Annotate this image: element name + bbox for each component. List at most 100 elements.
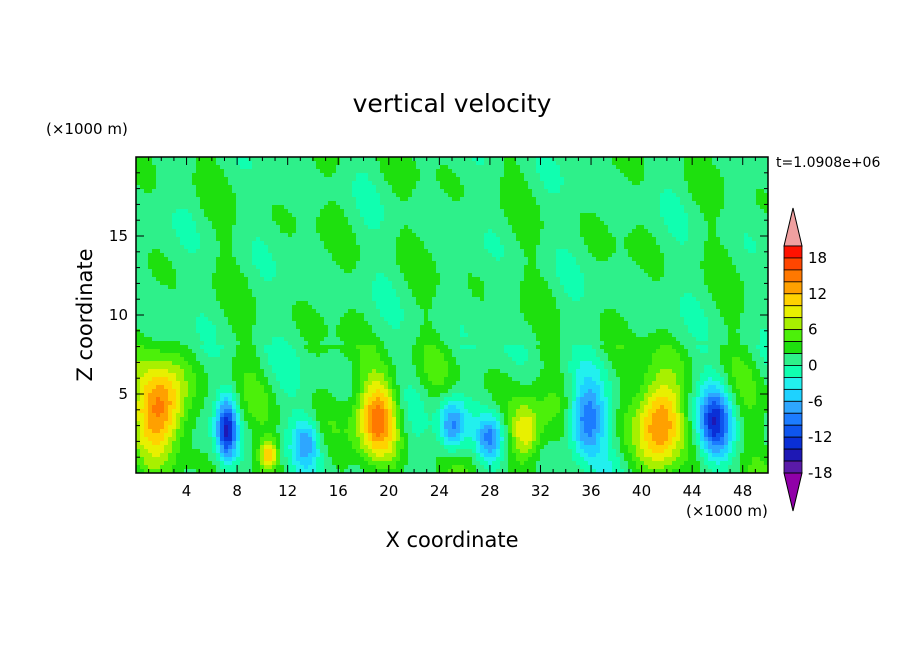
field-cell bbox=[744, 177, 749, 182]
field-cell bbox=[160, 169, 165, 174]
field-cell bbox=[752, 197, 757, 202]
field-cell bbox=[164, 265, 169, 270]
field-cell bbox=[540, 189, 545, 194]
field-cell bbox=[176, 245, 181, 250]
field-cell bbox=[500, 173, 505, 178]
field-cell bbox=[252, 197, 257, 202]
field-cell bbox=[300, 201, 305, 206]
field-cell bbox=[760, 221, 765, 226]
field-cell bbox=[392, 237, 397, 242]
field-cell bbox=[480, 253, 485, 258]
field-cell bbox=[316, 205, 321, 210]
field-cell bbox=[288, 181, 293, 186]
field-cell bbox=[136, 157, 141, 162]
field-cell bbox=[336, 277, 341, 282]
field-cell bbox=[304, 157, 309, 162]
field-cell bbox=[632, 193, 637, 198]
field-cell bbox=[668, 241, 673, 246]
field-cell bbox=[268, 193, 273, 198]
field-cell bbox=[492, 237, 497, 242]
field-cell bbox=[408, 173, 413, 178]
field-cell bbox=[376, 177, 381, 182]
field-cell bbox=[620, 265, 625, 270]
field-cell bbox=[404, 157, 409, 162]
field-cell bbox=[516, 221, 521, 226]
field-cell bbox=[272, 273, 277, 278]
field-cell bbox=[644, 209, 649, 214]
field-cell bbox=[512, 253, 517, 258]
field-cell bbox=[728, 161, 733, 166]
field-cell bbox=[744, 173, 749, 178]
field-cell bbox=[296, 241, 301, 246]
field-cell bbox=[412, 245, 417, 250]
field-cell bbox=[136, 225, 141, 230]
field-cell bbox=[512, 245, 517, 250]
field-cell bbox=[636, 249, 641, 254]
field-cell bbox=[748, 201, 753, 206]
field-cell bbox=[408, 233, 413, 238]
field-cell bbox=[704, 165, 709, 170]
field-cell bbox=[664, 185, 669, 190]
field-cell bbox=[168, 157, 173, 162]
field-cell bbox=[332, 189, 337, 194]
field-cell bbox=[260, 261, 265, 266]
field-cell bbox=[236, 269, 241, 274]
field-cell bbox=[588, 185, 593, 190]
field-cell bbox=[156, 189, 161, 194]
field-cell bbox=[260, 225, 265, 230]
field-cell bbox=[208, 169, 213, 174]
field-cell bbox=[348, 273, 353, 278]
field-cell bbox=[168, 249, 173, 254]
field-cell bbox=[528, 265, 533, 270]
field-cell bbox=[708, 253, 713, 258]
field-cell bbox=[356, 197, 361, 202]
field-cell bbox=[752, 217, 757, 222]
field-cell bbox=[312, 193, 317, 198]
field-cell bbox=[452, 205, 457, 210]
field-cell bbox=[416, 173, 421, 178]
field-cell bbox=[184, 173, 189, 178]
field-cell bbox=[328, 229, 333, 234]
field-cell bbox=[600, 197, 605, 202]
field-cell bbox=[500, 269, 505, 274]
field-cell bbox=[236, 193, 241, 198]
field-cell bbox=[668, 157, 673, 162]
field-cell bbox=[652, 249, 657, 254]
field-cell bbox=[416, 245, 421, 250]
field-cell bbox=[716, 173, 721, 178]
field-cell bbox=[316, 269, 321, 274]
field-cell bbox=[700, 213, 705, 218]
field-cell bbox=[452, 249, 457, 254]
field-cell bbox=[440, 245, 445, 250]
field-cell bbox=[244, 161, 249, 166]
field-cell bbox=[380, 225, 385, 230]
field-cell bbox=[760, 217, 765, 222]
field-cell bbox=[420, 261, 425, 266]
field-cell bbox=[228, 185, 233, 190]
field-cell bbox=[248, 161, 253, 166]
field-cell bbox=[548, 221, 553, 226]
field-cell bbox=[168, 269, 173, 274]
field-cell bbox=[736, 249, 741, 254]
field-cell bbox=[172, 209, 177, 214]
field-cell bbox=[344, 277, 349, 282]
field-cell bbox=[488, 273, 493, 278]
field-cell bbox=[480, 269, 485, 274]
field-cell bbox=[312, 233, 317, 238]
field-cell bbox=[528, 181, 533, 186]
field-cell bbox=[188, 277, 193, 282]
field-cell bbox=[188, 245, 193, 250]
field-cell bbox=[760, 233, 765, 238]
field-cell bbox=[396, 241, 401, 246]
field-cell bbox=[264, 217, 269, 222]
field-cell bbox=[648, 273, 653, 278]
field-cell bbox=[136, 261, 141, 266]
field-cell bbox=[276, 185, 281, 190]
field-cell bbox=[440, 197, 445, 202]
field-cell bbox=[336, 165, 341, 170]
field-cell bbox=[252, 273, 257, 278]
field-cell bbox=[468, 249, 473, 254]
field-cell bbox=[404, 197, 409, 202]
field-cell bbox=[276, 221, 281, 226]
field-cell bbox=[648, 157, 653, 162]
